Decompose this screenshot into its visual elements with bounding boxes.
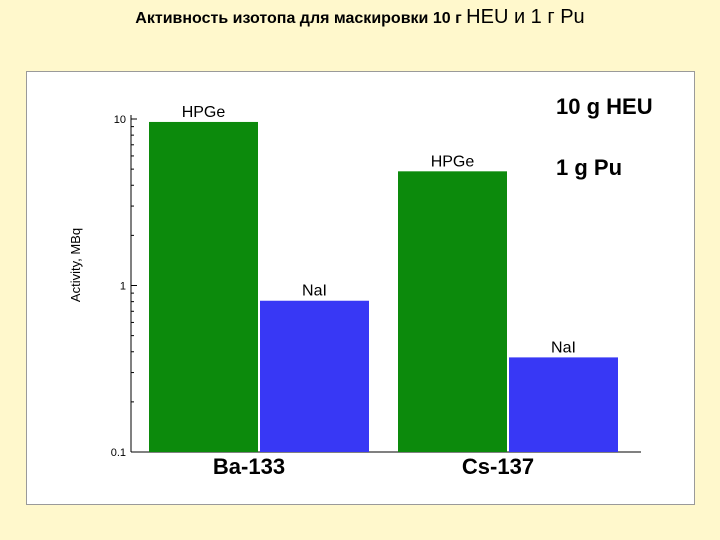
bar-series-label: NaI (551, 339, 576, 356)
bar-nai-cs-137 (509, 357, 618, 452)
y-axis-label: Activity, MBq (68, 228, 83, 302)
y-tick-label: 0.1 (111, 447, 126, 459)
bars (149, 121, 618, 452)
slide-title-text: Активность изотопа для маскировки 10 г (135, 10, 467, 27)
annotation-heu: 10 g HEU (556, 94, 653, 119)
y-tick-label: 10 (114, 114, 126, 126)
bar-series-label: HPGe (431, 153, 475, 170)
slide-title-materials: HEU и 1 г Pu (466, 6, 585, 28)
annotation-pu: 1 g Pu (556, 155, 622, 180)
bar-series-label: NaI (302, 283, 327, 300)
bar-hpge-cs-137 (398, 171, 507, 452)
bar-nai-ba-133 (260, 300, 369, 452)
bar-labels: HPGe NaI Ba-133 HPGe NaI Cs-137 (182, 104, 576, 479)
category-label: Ba-133 (213, 454, 285, 479)
slide-title: Активность изотопа для маскировки 10 г H… (0, 6, 720, 29)
category-label: Cs-137 (462, 454, 534, 479)
bar-series-label: HPGe (182, 104, 226, 121)
bar-hpge-ba-133 (149, 121, 258, 452)
y-tick-label: 1 (120, 281, 126, 293)
